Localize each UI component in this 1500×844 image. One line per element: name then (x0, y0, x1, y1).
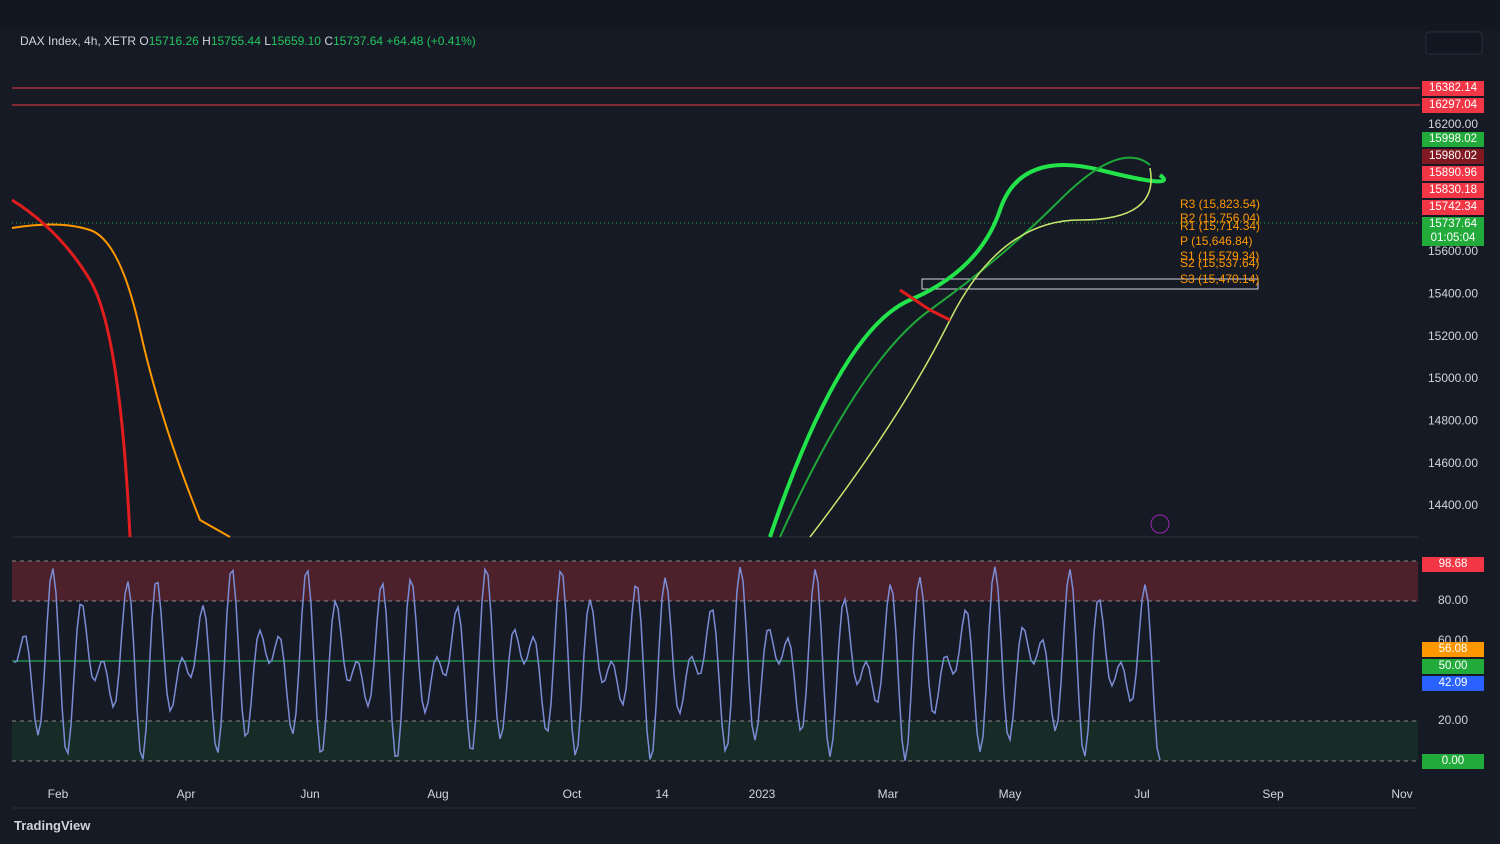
price-tick-label: 14600.00 (1428, 456, 1478, 470)
top-bar (0, 0, 1500, 30)
oscillator-tick-label: 20.00 (1438, 713, 1468, 727)
time-tick-label: May (999, 787, 1022, 801)
pivot-label: P (15,646.84) (1180, 234, 1253, 248)
time-tick-label: Nov (1391, 787, 1412, 801)
ohlc-label: L (264, 34, 271, 48)
ohlc-value: 15659.10 (270, 34, 321, 48)
moving-average (809, 167, 1152, 538)
time-tick-label: Jun (300, 787, 319, 801)
support-zone (921, 278, 1259, 290)
price-badge: 15830.18 (1422, 182, 1484, 198)
oscillator-tick-label: 80.00 (1438, 593, 1468, 607)
price-badge: 15737.64 (1422, 216, 1484, 232)
change: +64.48 (+0.41%) (386, 34, 476, 48)
symbol: DAX Index, 4h, XETR (20, 34, 137, 48)
time-tick-label: 2023 (749, 787, 776, 801)
time-tick-label: Oct (563, 787, 582, 801)
price-tick-label: 15400.00 (1428, 287, 1478, 301)
price-tick-label: 14800.00 (1428, 414, 1478, 428)
oversold-zone (12, 721, 1418, 761)
pivot-label: S2 (15,537.64) (1180, 256, 1259, 270)
moving-average (11, 198, 132, 538)
ohlc-value: 15755.44 (210, 34, 261, 48)
time-tick-label: Mar (878, 787, 899, 801)
price-badge: 15998.02 (1422, 131, 1484, 147)
price-tick-label: 14400.00 (1428, 498, 1478, 512)
time-tick-label: Sep (1262, 787, 1284, 801)
ohlc-value: 15716.26 (148, 34, 199, 48)
time-tick-label: Aug (427, 787, 448, 801)
time-tick-label: Apr (177, 787, 196, 801)
price-tick-label: 15600.00 (1428, 244, 1478, 258)
pivot-label: R3 (15,823.54) (1180, 197, 1260, 211)
price-badge: 15980.02 (1422, 148, 1484, 164)
oscillator-badge: 98.68 (1422, 556, 1484, 572)
ohlc-label: C (324, 34, 333, 48)
moving-average (768, 163, 1166, 538)
price-badge: 16297.04 (1422, 97, 1484, 113)
pivot-label: R2 (15,756.04) (1180, 211, 1260, 225)
oscillator-badge: 0.00 (1422, 753, 1484, 769)
price-tick-label: 16200.00 (1428, 117, 1478, 131)
price-badge: 16382.14 (1422, 80, 1484, 96)
pivot-label: R1 (15,714.34) (1180, 219, 1260, 233)
moving-average (899, 288, 951, 322)
pivot-label: S1 (15,579.34) (1180, 249, 1259, 263)
settings-button[interactable] (1425, 31, 1483, 55)
time-tick-label: 14 (655, 787, 669, 801)
oscillator-badge: 56.08 (1422, 641, 1484, 657)
alert-icon[interactable] (1150, 514, 1170, 534)
ohlc-value: 15737.64 (333, 34, 384, 48)
price-badge: 15742.34 (1422, 199, 1484, 215)
oscillator-badge: 42.09 (1422, 675, 1484, 691)
brand: TradingView (14, 818, 91, 833)
pivot-label: S3 (15,470.14) (1180, 272, 1259, 286)
ohlc-label: O (139, 34, 149, 48)
ohlc-label: H (202, 34, 211, 48)
price-tick-label: 15200.00 (1428, 329, 1478, 343)
price-badge: 01:05:04 (1422, 230, 1484, 246)
moving-average (11, 223, 231, 538)
price-badge: 15890.96 (1422, 165, 1484, 181)
oscillator-line (13, 566, 1161, 761)
oscillator-badge: 50.00 (1422, 658, 1484, 674)
symbol-header: DAX Index, 4h, XETR O15716.26 H15755.44 … (20, 34, 476, 48)
price-tick-label: 15000.00 (1428, 371, 1478, 385)
moving-average (779, 156, 1151, 538)
time-tick-label: Jul (1134, 787, 1149, 801)
overbought-zone (12, 561, 1418, 601)
time-tick-label: Feb (48, 787, 69, 801)
